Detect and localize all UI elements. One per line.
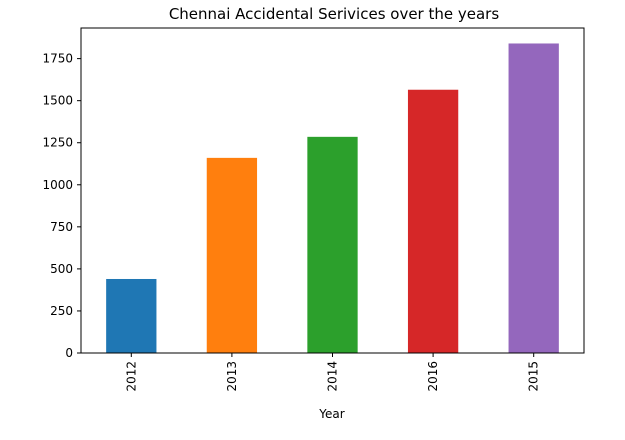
y-tick-label: 750 xyxy=(50,220,73,234)
y-tick-label: 250 xyxy=(50,304,73,318)
x-axis-label: Year xyxy=(318,407,344,421)
plot-area-frame xyxy=(80,27,585,354)
x-tick-label: 2016 xyxy=(426,361,440,392)
bar-2013 xyxy=(206,157,258,353)
bar-2016 xyxy=(407,89,459,353)
x-tick-label: 2014 xyxy=(326,361,340,392)
x-tick-label: 2013 xyxy=(225,361,239,392)
y-tick-label: 0 xyxy=(65,346,73,360)
y-axis: 0 250 500 750 1000 1250 1500 1750 xyxy=(42,52,81,360)
y-tick-label: 1000 xyxy=(42,178,73,192)
bars-group xyxy=(106,43,559,353)
x-tick-label: 2015 xyxy=(527,361,541,392)
x-tick-label: 2012 xyxy=(124,361,138,392)
y-tick-label: 1500 xyxy=(42,94,73,108)
bar-2014 xyxy=(307,136,358,353)
bar-2015 xyxy=(508,43,559,353)
x-axis: 2012 2013 2014 2016 2015 xyxy=(124,353,541,392)
y-tick-label: 500 xyxy=(50,262,73,276)
y-tick-label: 1250 xyxy=(42,136,73,150)
y-tick-label: 1750 xyxy=(42,52,73,66)
bar-2012 xyxy=(106,278,157,353)
chart-title: Chennai Accidental Serivices over the ye… xyxy=(169,5,500,23)
